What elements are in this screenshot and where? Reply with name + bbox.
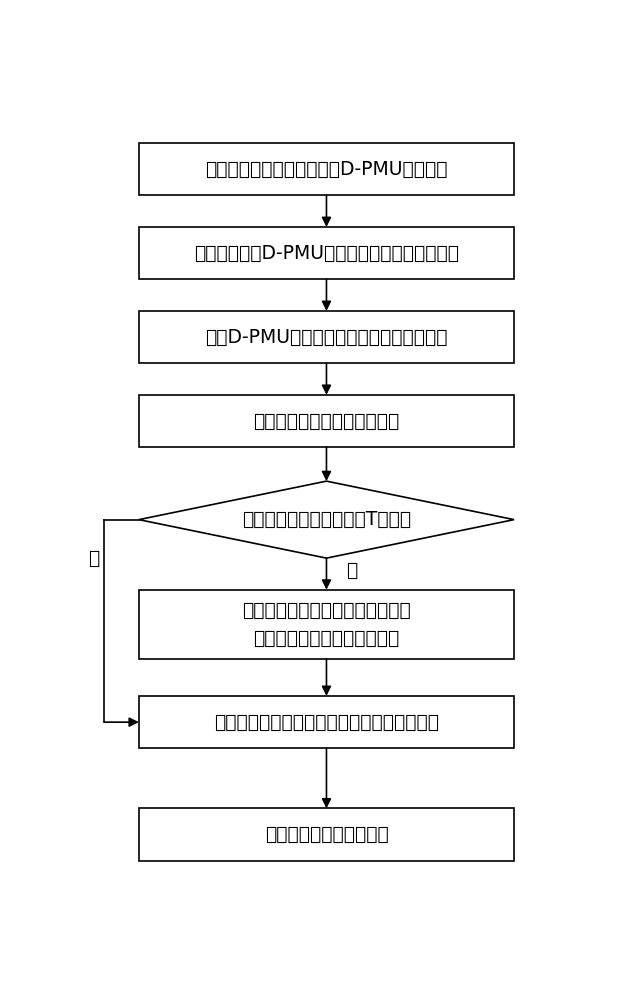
Text: 故障发生处两端是否存在T接线路: 故障发生处两端是否存在T接线路: [242, 510, 411, 529]
FancyBboxPatch shape: [139, 808, 514, 861]
Polygon shape: [139, 481, 514, 558]
Text: 计算并整理完成故障定位: 计算并整理完成故障定位: [264, 825, 389, 844]
Text: 整理故障发生前后的量测数据: 整理故障发生前后的量测数据: [254, 412, 399, 431]
Text: 利用故障前后的量测数据对故障诊断模型求解: 利用故障前后的量测数据对故障诊断模型求解: [214, 713, 439, 732]
FancyBboxPatch shape: [139, 311, 514, 363]
Text: 先识别出故障线路和非故障线路，
将非故障线路的量测信息合并: 先识别出故障线路和非故障线路， 将非故障线路的量测信息合并: [242, 601, 411, 648]
FancyBboxPatch shape: [139, 590, 514, 659]
FancyBboxPatch shape: [139, 143, 514, 195]
FancyBboxPatch shape: [139, 227, 514, 279]
FancyBboxPatch shape: [139, 696, 514, 748]
Text: 基于D-PMU的实时通信采集和上传量测数据: 基于D-PMU的实时通信采集和上传量测数据: [205, 328, 448, 347]
Text: 是: 是: [347, 561, 357, 580]
FancyBboxPatch shape: [139, 395, 514, 447]
Text: 否: 否: [88, 549, 99, 568]
Text: 根据配电网的D-PMU配置情况建立故障诊断模型: 根据配电网的D-PMU配置情况建立故障诊断模型: [194, 244, 459, 263]
Text: 确定故障发生区域的配电网D-PMU配置情况: 确定故障发生区域的配电网D-PMU配置情况: [205, 160, 448, 179]
